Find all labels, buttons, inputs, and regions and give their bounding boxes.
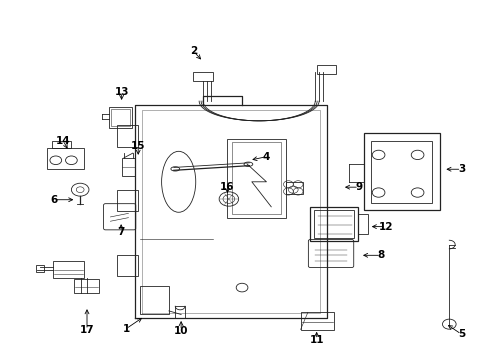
Bar: [316, 65, 335, 74]
Bar: [310, 207, 357, 241]
Text: 15: 15: [131, 141, 145, 151]
Bar: [314, 210, 353, 238]
Bar: [52, 141, 71, 148]
Bar: [36, 265, 44, 272]
Bar: [357, 214, 367, 234]
Bar: [109, 107, 132, 128]
Bar: [300, 312, 333, 329]
Text: 12: 12: [378, 222, 392, 231]
Text: 16: 16: [220, 182, 234, 192]
Text: 7: 7: [117, 227, 124, 237]
Bar: [227, 139, 285, 218]
Text: 2: 2: [189, 46, 197, 56]
Text: 5: 5: [457, 329, 464, 339]
Bar: [53, 261, 83, 278]
Text: 11: 11: [309, 334, 323, 345]
Bar: [232, 142, 281, 214]
Text: 13: 13: [114, 87, 129, 97]
Text: 8: 8: [377, 250, 384, 260]
Bar: [122, 158, 135, 176]
Text: 4: 4: [262, 152, 269, 162]
Text: 17: 17: [80, 325, 94, 335]
Text: 9: 9: [355, 182, 362, 192]
Bar: [370, 140, 431, 203]
Text: 3: 3: [457, 164, 464, 174]
Text: 10: 10: [174, 325, 188, 336]
Bar: [47, 148, 83, 169]
Bar: [140, 286, 168, 315]
Text: 1: 1: [122, 324, 129, 334]
Bar: [74, 279, 99, 293]
Bar: [285, 182, 303, 194]
Bar: [193, 72, 212, 81]
Bar: [363, 134, 439, 211]
Text: 6: 6: [51, 195, 58, 205]
Bar: [111, 109, 130, 126]
Text: 14: 14: [56, 136, 70, 145]
